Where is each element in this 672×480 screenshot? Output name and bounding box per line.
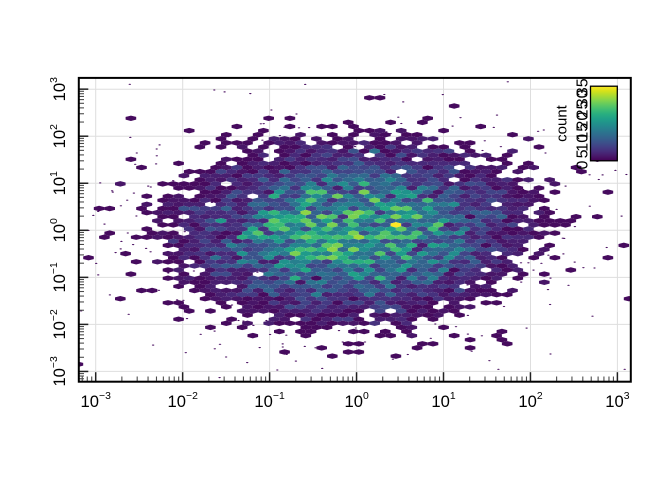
svg-text:35: 35 (575, 78, 592, 96)
svg-text:15: 15 (575, 123, 592, 141)
svg-text:102: 102 (49, 124, 69, 148)
svg-text:103: 103 (605, 391, 629, 411)
svg-text:5: 5 (575, 149, 592, 158)
svg-text:102: 102 (518, 391, 542, 411)
svg-text:101: 101 (431, 391, 455, 411)
svg-text:count: count (554, 104, 571, 142)
svg-text:30: 30 (575, 89, 592, 107)
svg-text:10: 10 (575, 134, 592, 152)
svg-text:103: 103 (49, 77, 69, 101)
svg-text:101: 101 (49, 171, 69, 195)
svg-text:100: 100 (344, 391, 368, 411)
svg-text:100: 100 (49, 218, 69, 242)
svg-text:20: 20 (575, 112, 592, 130)
svg-text:25: 25 (575, 101, 592, 119)
svg-text:0: 0 (575, 160, 592, 169)
